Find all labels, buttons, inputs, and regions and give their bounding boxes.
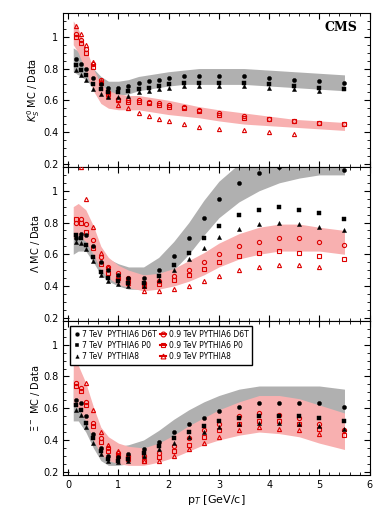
Legend: 7 TeV  PYTHIA6 D6T, 7 TeV  PYTHIA6 P0, 7 TeV  PYTHIA8, 0.9 TeV PYTHIA6 D6T, 0.9 : 7 TeV PYTHIA6 D6T, 7 TeV PYTHIA6 P0, 7 T… (70, 326, 252, 365)
Text: CMS: CMS (324, 21, 357, 34)
Y-axis label: $K^0_S$ MC / Data: $K^0_S$ MC / Data (25, 58, 42, 122)
Y-axis label: $\Lambda$ MC / Data: $\Lambda$ MC / Data (29, 214, 42, 274)
X-axis label: p$_{T}$ [GeV/c]: p$_{T}$ [GeV/c] (187, 493, 246, 507)
Y-axis label: $\Xi^-$ MC / Data: $\Xi^-$ MC / Data (29, 364, 42, 431)
